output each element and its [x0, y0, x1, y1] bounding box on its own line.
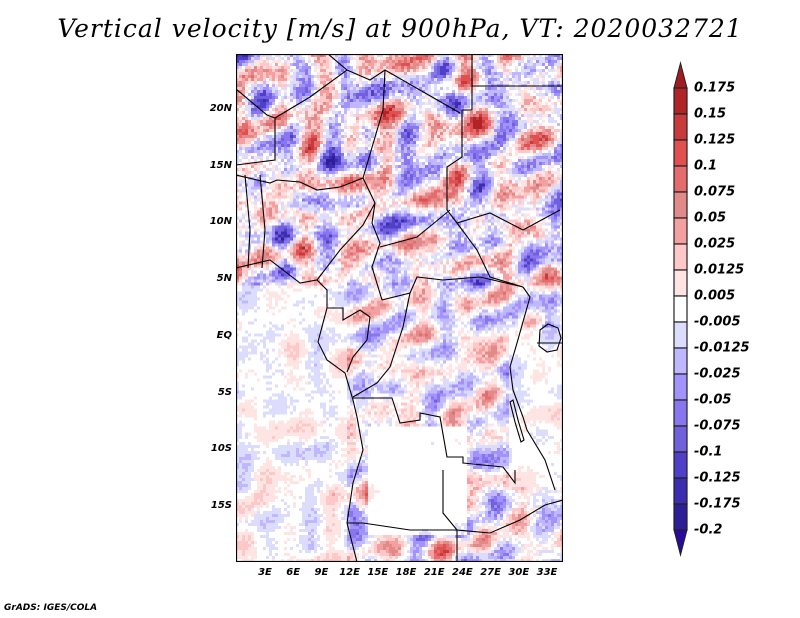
border — [362, 69, 386, 179]
border — [446, 54, 524, 288]
border — [509, 286, 556, 491]
lon-tick-label: 21E — [423, 567, 445, 578]
border — [353, 397, 516, 485]
colorbar-swatch — [673, 139, 688, 167]
colorbar-label: 0.15 — [694, 106, 727, 122]
country-borders — [236, 54, 563, 562]
colorbar-label: 0.05 — [694, 210, 727, 226]
lon-tick-label: 33E — [536, 567, 558, 578]
colorbar-swatch — [673, 451, 688, 479]
border — [379, 209, 451, 248]
colorbar-swatch — [673, 191, 688, 219]
colorbar-label: -0.05 — [694, 392, 732, 408]
colorbar-swatch — [673, 113, 688, 141]
border — [236, 88, 276, 166]
colorbar-label: -0.025 — [694, 366, 741, 382]
colorbar-swatch — [673, 373, 688, 401]
border — [274, 69, 461, 119]
map-frame — [236, 54, 563, 562]
colorbar-swatch — [673, 269, 688, 297]
colorbar-swatch — [673, 503, 688, 531]
lake-tanganyika — [509, 399, 525, 443]
border — [347, 522, 457, 531]
colorbar-label: -0.125 — [694, 470, 741, 486]
colorbar-label: 0.075 — [694, 184, 736, 200]
lat-tick-label: 20N — [209, 103, 232, 114]
footer-credit: GrADS: IGES/COLA — [4, 603, 98, 613]
colorbar-swatch — [673, 425, 688, 453]
colorbar-swatch — [673, 217, 688, 245]
colorbar-label: -0.2 — [694, 522, 723, 538]
coastline — [236, 259, 364, 562]
border — [259, 174, 266, 269]
lon-tick-label: 6E — [286, 567, 301, 578]
colorbar-swatch — [673, 165, 688, 193]
lon-tick-label: 9E — [314, 567, 329, 578]
plot-title: Vertical velocity [m/s] at 900hPa, VT: 2… — [57, 14, 743, 43]
lat-tick-label: EQ — [216, 329, 232, 341]
lon-tick-label: 24E — [452, 567, 473, 578]
border — [236, 174, 364, 191]
border — [327, 307, 371, 373]
border — [381, 276, 524, 301]
lon-tick-label: 15E — [367, 567, 389, 578]
lat-tick-label: 5N — [216, 273, 232, 285]
lat-tick-label: 15N — [209, 159, 232, 171]
lat-tick-label: 10N — [209, 216, 232, 228]
colorbar-label: 0.005 — [694, 288, 736, 304]
colorbar-label: 0.0125 — [694, 262, 745, 278]
colorbar-label: 0.125 — [694, 132, 736, 148]
colorbar-swatch — [673, 477, 688, 505]
border — [327, 54, 348, 71]
lat-tick-label: 5S — [217, 386, 232, 398]
border — [442, 470, 563, 534]
colorbar-swatch — [673, 87, 688, 115]
map-panel — [236, 54, 563, 562]
lon-tick-label: 18E — [395, 567, 417, 578]
colorbar-label: -0.175 — [694, 496, 741, 512]
vertical-velocity-field — [236, 54, 563, 562]
colorbar-top-arrow — [673, 61, 688, 89]
colorbar-swatch — [673, 295, 688, 323]
border — [456, 209, 561, 231]
lat-tick-label: 15S — [210, 499, 232, 511]
colorbar-swatch — [673, 399, 688, 427]
colorbar-swatch — [673, 243, 688, 271]
lat-tick-label: 10S — [210, 443, 232, 455]
lon-tick-label: 30E — [508, 567, 530, 578]
colorbar-label: 0.025 — [694, 236, 736, 252]
colorbar-bottom-arrow — [673, 529, 688, 557]
colorbar-label: -0.075 — [694, 418, 741, 434]
colorbar-label: -0.1 — [694, 444, 723, 460]
lake-victoria — [538, 323, 562, 353]
border — [371, 202, 383, 301]
border — [316, 177, 376, 281]
border — [352, 292, 411, 398]
lon-tick-label: 3E — [258, 567, 272, 578]
colorbar-label: 0.175 — [694, 80, 736, 96]
colorbar-label: 0.1 — [694, 158, 718, 174]
colorbar-swatch — [673, 321, 688, 349]
lon-tick-label: 12E — [339, 567, 360, 578]
colorbar — [673, 61, 688, 557]
colorbar-swatch — [673, 347, 688, 375]
lon-tick-label: 27E — [480, 567, 501, 578]
colorbar-label: -0.005 — [694, 314, 741, 330]
colorbar-label: -0.0125 — [694, 340, 750, 356]
border — [244, 174, 251, 269]
